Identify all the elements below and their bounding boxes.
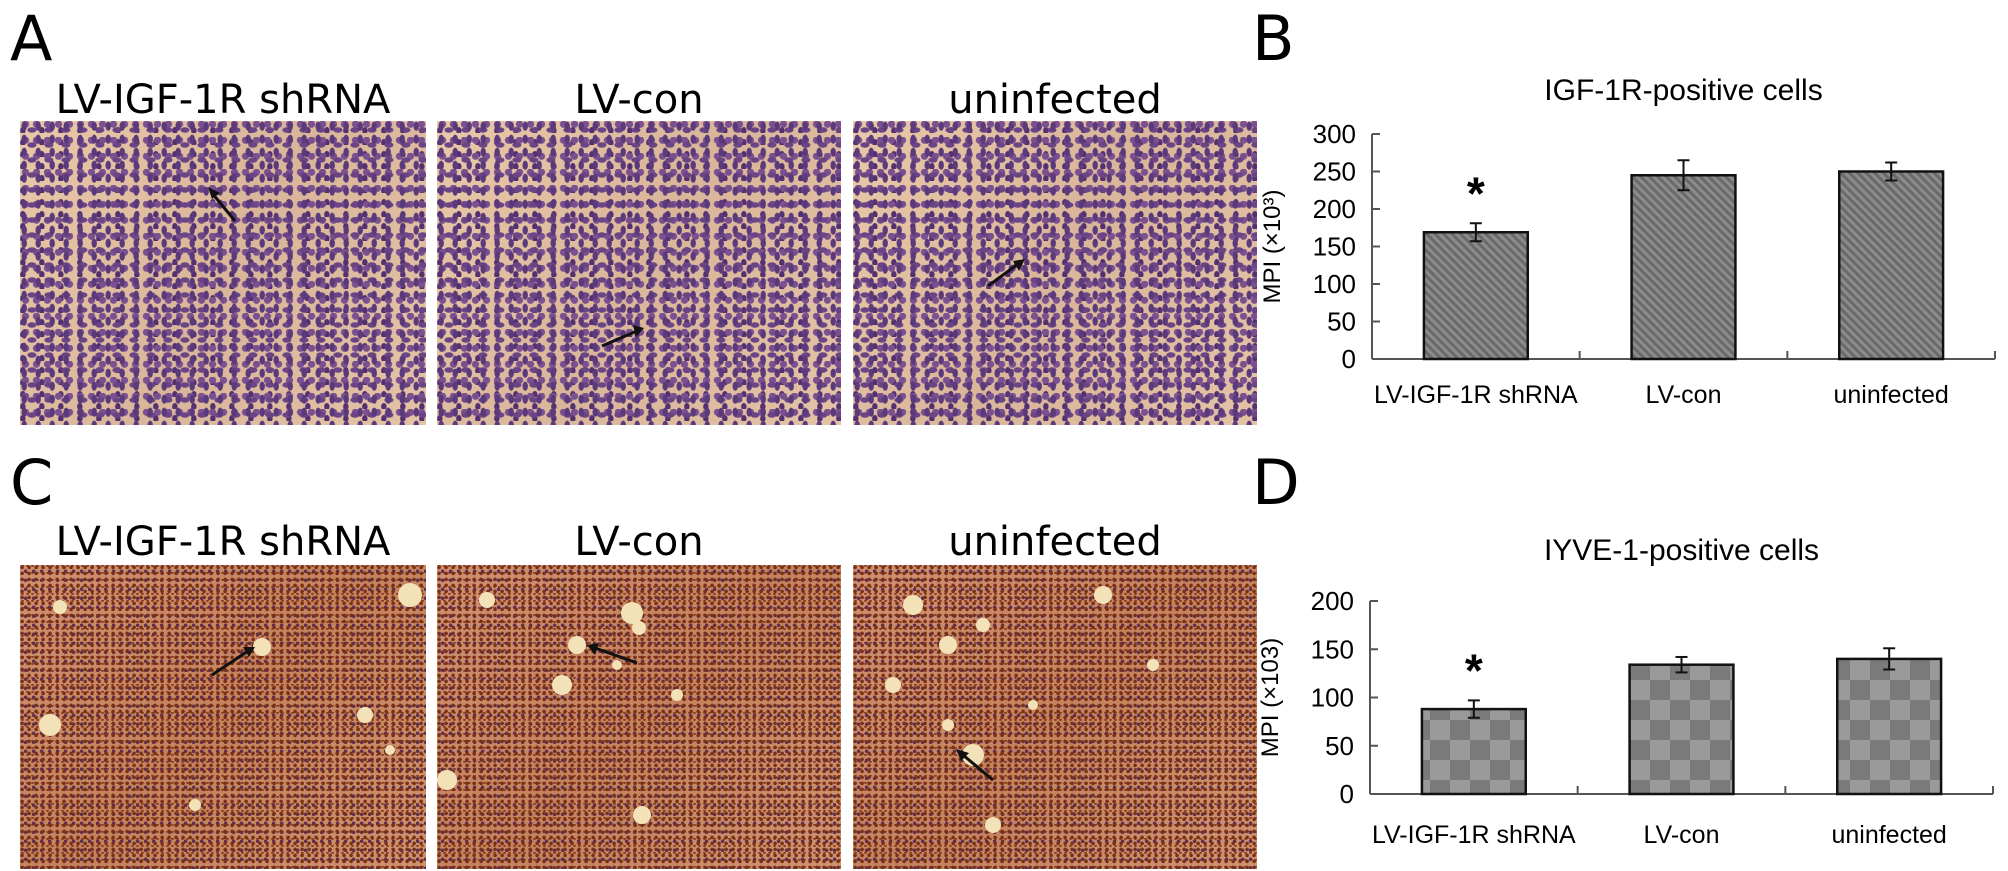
micrograph (853, 565, 1257, 869)
bar-charts: IGF-1R-positive cells 0 50 100 150 200 250 300 M… (1257, 74, 1996, 849)
arrow-icon (587, 643, 638, 665)
y-tick-label: 50 (1327, 307, 1356, 337)
panel-letter-a: A (10, 2, 53, 75)
bar (1838, 170, 1945, 361)
y-tick-label: 200 (1313, 194, 1356, 224)
category-label: LV-IGF-1R shRNA (1372, 821, 1576, 849)
category-label: uninfected (1833, 381, 1948, 409)
y-tick-label: 0 (1340, 779, 1354, 809)
bar (1420, 707, 1528, 796)
arrow-icon (956, 749, 994, 782)
y-tick-label: 100 (1313, 269, 1356, 299)
category-label: LV-con (1644, 821, 1720, 849)
photo-title: uninfected (948, 519, 1162, 565)
bar (1836, 657, 1943, 796)
category-label: LV-con (1646, 381, 1722, 409)
panel-letter-b: B (1252, 2, 1295, 75)
y-tick-label: 100 (1311, 683, 1354, 713)
y-axis-label: MPI (×103) (1257, 638, 1284, 757)
significance-marker: * (1465, 644, 1483, 696)
bar (1628, 663, 1735, 796)
y-tick-label: 0 (1342, 344, 1356, 374)
micrograph-overlay (885, 586, 1159, 833)
arrow-icon (987, 259, 1025, 288)
micrograph-overlay (437, 592, 683, 824)
y-tick-label: 250 (1313, 157, 1356, 187)
micrograph-overlay (39, 583, 422, 811)
arrow-icon (208, 187, 237, 222)
micrograph (437, 121, 841, 425)
micrograph (20, 121, 426, 425)
chart-title: IGF-1R-positive cells (1544, 74, 1822, 107)
chart-title: IYVE-1-positive cells (1544, 534, 1819, 567)
y-tick-label: 50 (1325, 731, 1354, 761)
panel-letter-d: D (1252, 446, 1300, 519)
category-label: LV-IGF-1R shRNA (1374, 381, 1578, 409)
photo-title: LV-IGF-1R shRNA (55, 519, 391, 565)
micrograph (437, 565, 841, 869)
y-axis-label: MPI (×10³) (1259, 189, 1286, 303)
bar (1422, 231, 1530, 361)
panel-letter-c: C (10, 446, 54, 519)
arrow-icon (211, 647, 255, 677)
micrograph (20, 565, 426, 869)
chart-d: IYVE-1-positive cells 0 50 100 150 200 MPI (×1… (1257, 534, 1994, 849)
arrow-icon (601, 325, 644, 348)
photo-title: LV-con (574, 77, 704, 123)
y-tick-label: 300 (1313, 119, 1356, 149)
category-label: uninfected (1831, 821, 1946, 849)
photo-title: LV-IGF-1R shRNA (55, 77, 391, 123)
significance-marker: * (1467, 167, 1485, 219)
photo-title: uninfected (948, 77, 1162, 123)
y-tick-label: 150 (1313, 232, 1356, 262)
micrograph (853, 121, 1257, 425)
bar (1630, 174, 1737, 361)
chart-b: IGF-1R-positive cells 0 50 100 150 200 250 300 M… (1259, 74, 1996, 409)
photo-title: LV-con (574, 519, 704, 565)
y-tick-label: 150 (1311, 634, 1354, 664)
y-tick-label: 200 (1311, 586, 1354, 616)
